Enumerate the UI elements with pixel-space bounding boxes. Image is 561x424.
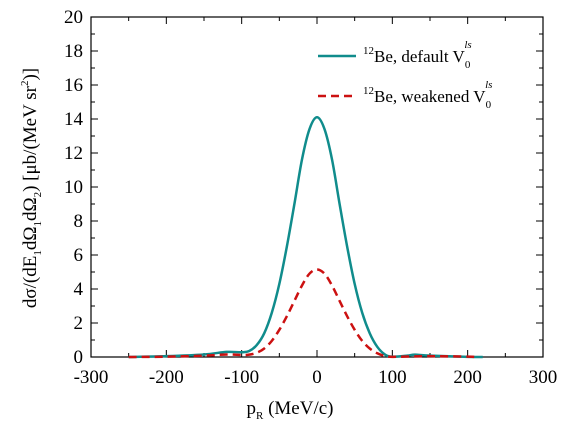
y-axis-title: dσ/(dE1dΩ1dΩ2) [μb/(MeV sr2)]: [19, 68, 44, 308]
legend-label-weakened: 12Be, weakened V0ls: [363, 79, 492, 111]
y-tick-label: 16: [64, 75, 83, 96]
y-tick-label: 12: [64, 143, 83, 164]
axis-ticks: [90, 16, 544, 358]
series-line-default: [128, 116, 483, 359]
tick-labels: -300 -200 -100 0 100 200 300 0 2 4 6 8 10 12 14 16 18 20: [64, 7, 557, 388]
x-tick-label: 0: [312, 367, 322, 388]
x-tick-label: -300: [74, 367, 109, 388]
y-tick-label: 14: [64, 109, 84, 130]
y-tick-label: 20: [64, 7, 83, 28]
series-lines: [128, 116, 483, 359]
legend: 12Be, default V0ls 12Be, weakened V0ls: [318, 39, 492, 111]
x-tick-label: 300: [529, 367, 558, 388]
y-tick-label: 18: [64, 41, 83, 62]
y-tick-label: 6: [74, 245, 84, 266]
x-tick-label: -200: [149, 367, 184, 388]
legend-label-default: 12Be, default V0ls: [363, 39, 472, 71]
series-line-weakened: [128, 268, 476, 359]
y-tick-label: 0: [74, 347, 84, 368]
x-tick-label: -100: [224, 367, 259, 388]
x-axis-title: pR (MeV/c): [246, 398, 333, 422]
y-tick-label: 10: [64, 177, 83, 198]
x-tick-label: 100: [378, 367, 407, 388]
y-tick-label: 8: [74, 211, 84, 232]
plot-frame: [90, 16, 544, 358]
x-tick-label: 200: [453, 367, 482, 388]
y-tick-label: 2: [74, 313, 84, 334]
y-tick-label: 4: [74, 279, 84, 300]
